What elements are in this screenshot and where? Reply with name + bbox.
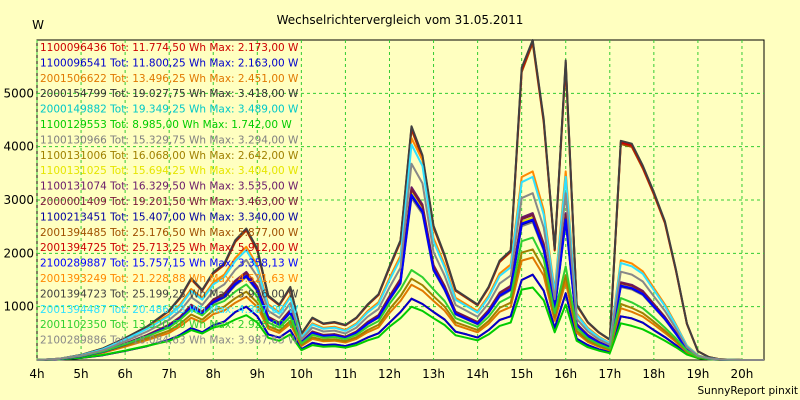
x-tick-label: 8h (206, 367, 221, 381)
x-tick-label: 16h (554, 367, 577, 381)
y-tick-label: 5000 (3, 86, 34, 100)
legend-entry-6: 1100129553 Tot: 8.985,00 Wh Max: 1.742,0… (40, 119, 292, 131)
x-tick-label: 4h (29, 367, 44, 381)
x-tick-label: 9h (250, 367, 265, 381)
legend: 1100096436 Tot: 11.774,50 Wh Max: 2.173,… (40, 42, 299, 347)
x-tick-label: 6h (117, 367, 132, 381)
series-line-8 (36, 248, 764, 361)
series-line-3 (36, 256, 764, 361)
y-axis-unit-label: W (32, 18, 44, 32)
legend-entry-13: 2001394485 Tot: 25.176,50 Wh Max: 5.877,… (40, 227, 299, 239)
legend-entry-9: 1100131025 Tot: 15.694,25 Wh Max: 3.404,… (40, 165, 299, 177)
legend-entry-20: 2100289886 Tot: 18.084,63 Wh Max: 3.987,… (40, 335, 299, 347)
y-tick-label: 1000 (3, 300, 34, 314)
x-tick-label: 15h (510, 367, 533, 381)
x-tick-label: 17h (598, 367, 621, 381)
x-tick-label: 13h (422, 367, 445, 381)
legend-entry-16: 2001393249 Tot: 21.228,88 Wh Max: 4.521,… (40, 273, 299, 285)
legend-entry-1: 1100096436 Tot: 11.774,50 Wh Max: 2.173,… (40, 42, 299, 54)
x-tick-label: 12h (378, 367, 401, 381)
legend-entry-2: 1100096541 Tot: 11.800,25 Wh Max: 2.163,… (40, 57, 299, 69)
footer-credit: SunnyReport pinxit (698, 385, 798, 397)
legend-entry-3: 2001506622 Tot: 13.496,25 Wh Max: 2.451,… (40, 73, 299, 85)
y-axis-ticks: 1000 2000 3000 4000 5000 (3, 86, 34, 313)
legend-entry-5: 2000149882 Tot: 19.349,25 Wh Max: 3.489,… (40, 104, 299, 116)
series-line-18 (36, 143, 764, 361)
y-tick-label: 2000 (3, 246, 34, 260)
legend-entry-14: 2001394725 Tot: 25.713,25 Wh Max: 5.912,… (40, 242, 299, 254)
chart-title: Wechselrichtervergleich vom 31.05.2011 (277, 13, 524, 27)
series-line-19 (36, 236, 764, 361)
series-line-15 (36, 193, 764, 361)
legend-entry-17: 2001394723 Tot: 25.199,25 Wh Max: 5.956,… (40, 288, 299, 300)
legend-entry-4: 2000154799 Tot: 19.027,75 Wh Max: 3.418,… (40, 88, 299, 100)
series-line-2 (36, 273, 764, 361)
series-lines (36, 39, 764, 361)
series-line-11 (36, 188, 764, 361)
series-line-20 (36, 162, 764, 361)
series-line-6 (36, 286, 764, 361)
x-tick-label: 11h (334, 367, 357, 381)
legend-entry-19: 2001102350 Tot: 13.520,50 Wh Max: 2.928,… (40, 319, 299, 331)
legend-entry-7: 1100130966 Tot: 15.329,75 Wh Max: 3.294,… (40, 134, 299, 146)
x-tick-label: 7h (162, 367, 177, 381)
x-axis-ticks: 4h 5h 6h 7h 8h 9h 10h 11h 12h 13h 14h 15h 16h 17h 18h 1… (29, 367, 753, 381)
legend-entry-10: 1100131074 Tot: 16.329,50 Wh Max: 3.535,… (40, 181, 299, 193)
legend-entry-12: 1100213451 Tot: 15.407,00 Wh Max: 3.340,… (40, 211, 299, 223)
x-tick-label: 20h (731, 367, 754, 381)
legend-entry-18: 2001394487 Tot: 20.486,63 Wh Max: 4.387,… (40, 304, 299, 316)
x-tick-label: 18h (642, 367, 665, 381)
y-tick-label: 3000 (3, 193, 34, 207)
y-tick-label: 4000 (3, 140, 34, 154)
x-tick-label: 5h (73, 367, 88, 381)
legend-entry-11: 2000001409 Tot: 19.201,50 Wh Max: 3.463,… (40, 196, 299, 208)
legend-entry-8: 1100131006 Tot: 16.068,00 Wh Max: 2.642,… (40, 150, 299, 162)
x-tick-label: 19h (686, 367, 709, 381)
series-line-17 (36, 39, 764, 361)
legend-entry-15: 2100289887 Tot: 15.757,15 Wh Max: 3.358,… (40, 258, 299, 270)
x-tick-label: 10h (290, 367, 313, 381)
x-tick-label: 14h (466, 367, 489, 381)
